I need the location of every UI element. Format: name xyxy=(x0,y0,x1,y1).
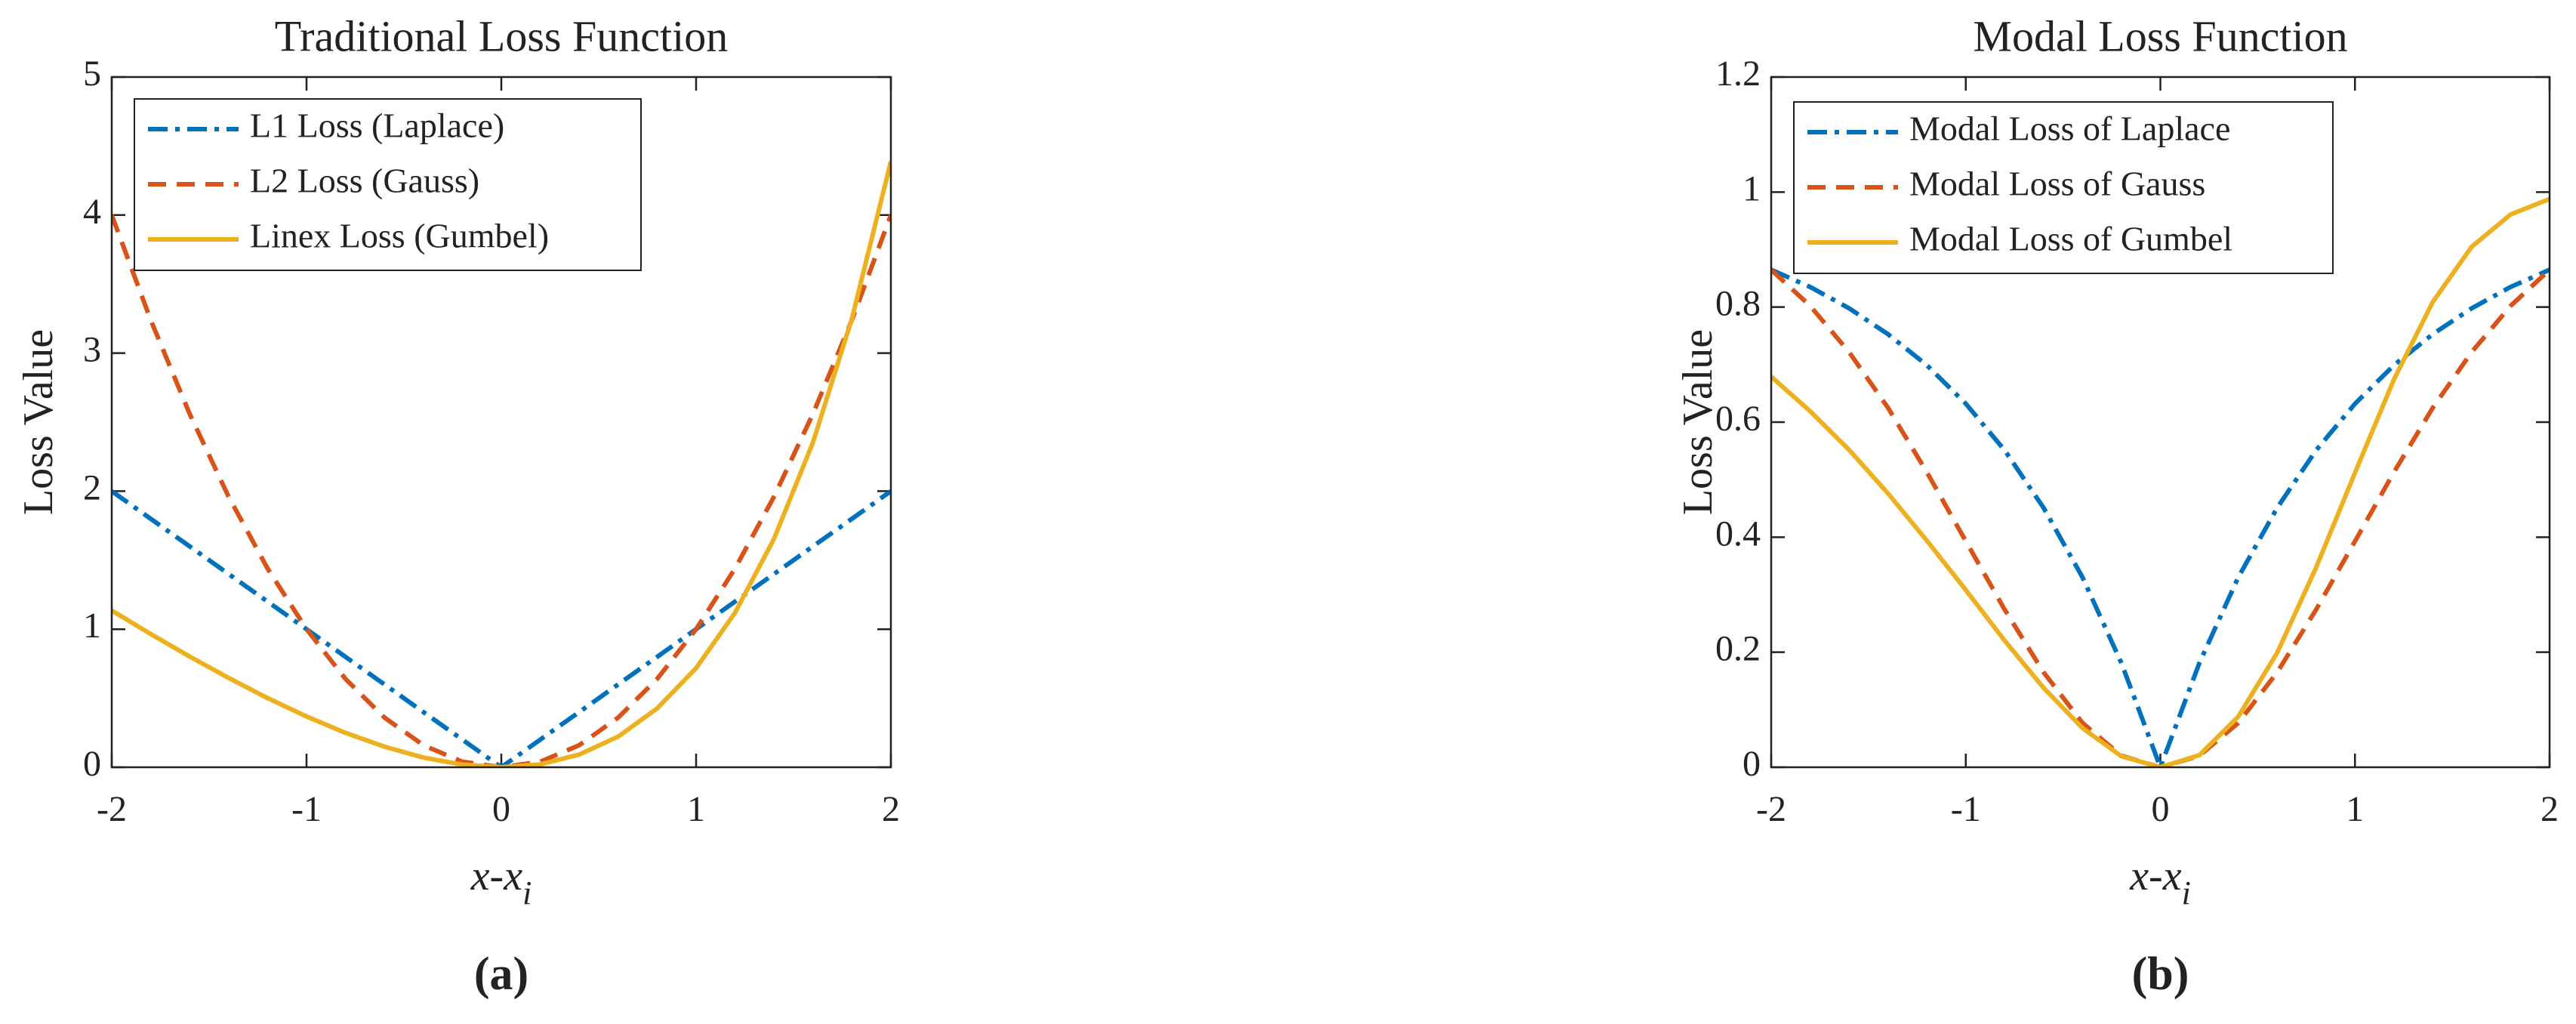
y-tick-label: 0 xyxy=(1742,744,1761,784)
legend-label: Modal Loss of Gauss xyxy=(1909,165,2205,203)
y-tick-label: 0.4 xyxy=(1715,514,1761,554)
axes-box xyxy=(1770,76,2551,769)
x-axis-label-subscript: i xyxy=(2182,874,2191,911)
y-axis-label: Loss Value xyxy=(1675,329,1721,515)
legend-label: Modal Loss of Laplace xyxy=(1909,109,2230,148)
y-tick-label: 5 xyxy=(83,54,101,94)
x-tick-label: -2 xyxy=(97,789,127,829)
x-tick-label: -2 xyxy=(1756,789,1786,829)
y-axis-label: Loss Value xyxy=(15,329,62,515)
series-line xyxy=(1771,267,2550,767)
series-line xyxy=(112,214,891,767)
y-tick-label: 1 xyxy=(1742,168,1761,208)
panel-label: (b) xyxy=(2132,948,2189,1000)
chart-title: Traditional Loss Function xyxy=(275,11,728,60)
y-tick-label: 0.6 xyxy=(1715,399,1761,439)
x-tick-label: 0 xyxy=(492,789,510,829)
x-tick-label: 1 xyxy=(2346,789,2364,829)
x-axis-label-main: x-x xyxy=(470,853,523,899)
panel-label: (a) xyxy=(474,948,528,1000)
legend-box xyxy=(1793,101,2334,274)
series-line xyxy=(112,489,891,767)
series-line xyxy=(1771,268,2550,767)
x-axis-label: x-xi xyxy=(2129,853,2191,911)
x-axis-label-main: x-x xyxy=(2129,853,2182,899)
axes-box xyxy=(110,76,892,769)
x-axis-label: x-xi xyxy=(470,853,532,911)
x-tick-label: -1 xyxy=(1951,789,1981,829)
y-tick-label: 4 xyxy=(83,192,101,232)
legend-label: Linex Loss (Gumbel) xyxy=(250,217,549,255)
series-line xyxy=(1771,196,2550,767)
x-tick-label: 2 xyxy=(2541,789,2559,829)
x-tick-label: -1 xyxy=(291,789,322,829)
x-axis-label-subscript: i xyxy=(522,874,532,911)
legend-label: L1 Loss (Laplace) xyxy=(250,106,504,145)
y-tick-label: 0.2 xyxy=(1715,629,1761,669)
x-tick-label: 0 xyxy=(2152,789,2170,829)
y-tick-label: 0 xyxy=(83,744,101,784)
x-tick-label: 2 xyxy=(882,789,900,829)
y-tick-label: 1 xyxy=(83,606,101,646)
series-line xyxy=(112,160,891,767)
y-tick-label: 2 xyxy=(83,467,101,507)
y-tick-label: 1.2 xyxy=(1715,54,1761,94)
legend-label: Modal Loss of Gumbel xyxy=(1909,220,2232,258)
x-tick-label: 1 xyxy=(687,789,705,829)
chart-title: Modal Loss Function xyxy=(1973,11,2347,60)
legend-label: L2 Loss (Gauss) xyxy=(250,162,479,200)
y-tick-label: 3 xyxy=(83,330,101,370)
y-tick-label: 0.8 xyxy=(1715,284,1761,324)
